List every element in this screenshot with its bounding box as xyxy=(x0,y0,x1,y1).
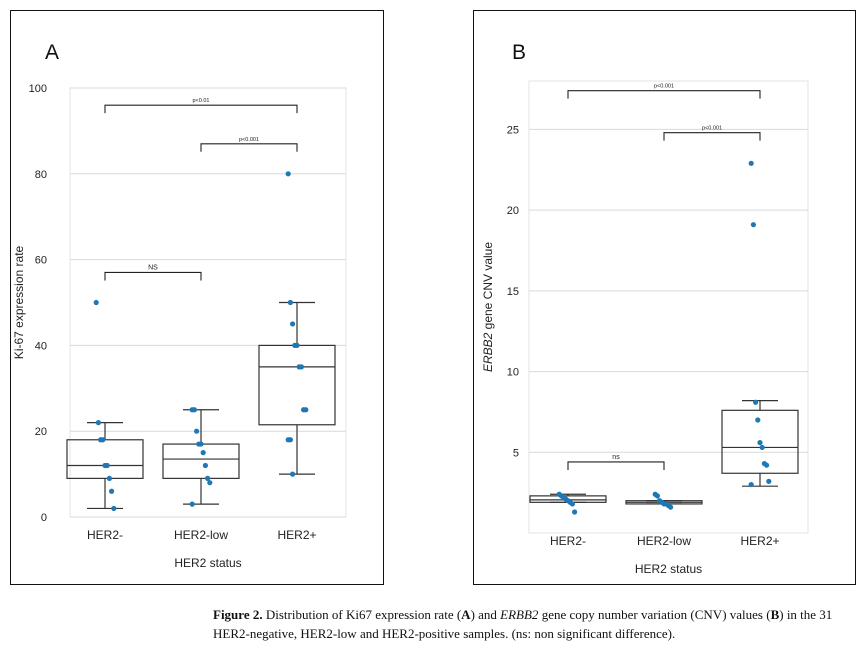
data-point-a xyxy=(109,488,115,494)
significance-bracket-a xyxy=(104,104,298,114)
data-point-a xyxy=(294,342,300,348)
data-point-b xyxy=(755,417,761,423)
category-label-b: HER2+ xyxy=(740,534,779,548)
data-point-a xyxy=(93,299,99,306)
panel-b: 5 10 15 20 25 B ERBB2 gene CNV value HER2 statu… xyxy=(473,10,856,585)
significance-bracket-b xyxy=(567,90,761,99)
caption-part4: ) in the 31 HER2-negative, HER2-low and … xyxy=(213,607,833,641)
data-point-a xyxy=(205,475,211,481)
data-point-a xyxy=(194,428,200,434)
category-label-a: HER2+ xyxy=(277,528,316,542)
data-point-b xyxy=(759,444,765,451)
data-point-b xyxy=(668,504,674,510)
category-label-a: HER2- xyxy=(87,528,123,542)
panel-label-a: A xyxy=(45,41,59,64)
caption-part2: ) and xyxy=(470,607,501,622)
data-point-a xyxy=(100,437,106,443)
data-point-a xyxy=(191,407,197,413)
box-b xyxy=(721,409,799,474)
y-tick-label-b: 25 xyxy=(507,124,519,136)
data-point-a xyxy=(290,321,296,327)
data-point-a xyxy=(104,462,110,469)
y-tick-label-a: 20 xyxy=(35,426,47,438)
y-tick-label-b: 15 xyxy=(507,286,519,298)
significance-label-a: p<0.01 xyxy=(193,98,210,104)
caption-panel-a: A xyxy=(461,607,471,622)
y-axis-title-text-b: gene CNV value xyxy=(481,242,495,333)
y-axis-title-gene-b: ERBB2 xyxy=(481,332,495,372)
y-axis-title-a: Ki-67 expression rate xyxy=(12,245,26,359)
significance-bracket-b xyxy=(567,461,665,470)
data-point-b xyxy=(569,501,575,507)
y-axis-title-b: ERBB2 gene CNV value xyxy=(481,242,495,372)
caption-gene: ERBB2 xyxy=(500,607,539,622)
y-tick-label-a: 40 xyxy=(35,340,47,352)
box-a xyxy=(66,439,144,479)
panel-a: 0 20 40 60 80 100 A Ki-67 expression rate HER2 s… xyxy=(10,10,384,585)
significance-bracket-b xyxy=(663,132,761,141)
significance-label-b: p<0.001 xyxy=(654,84,674,90)
significance-bracket-a xyxy=(200,143,298,152)
data-point-a xyxy=(202,462,208,469)
y-tick-label-b: 10 xyxy=(507,367,519,379)
data-point-a xyxy=(95,420,101,426)
data-point-b xyxy=(750,222,756,228)
data-point-a xyxy=(200,450,206,456)
data-point-b xyxy=(766,478,772,484)
chart-a: 0 20 40 60 80 100 A Ki-67 expression rate HER2 s… xyxy=(12,41,347,570)
significance-label-b: ns xyxy=(612,454,620,461)
data-point-b xyxy=(572,509,578,515)
data-point-a xyxy=(198,441,204,447)
significance-label-a: p<0.001 xyxy=(239,137,259,143)
category-label-b: HER2- xyxy=(550,534,586,548)
data-point-a xyxy=(189,501,195,507)
plot-area-b xyxy=(528,80,809,534)
figure-caption: Figure 2. Distribution of Ki67 expressio… xyxy=(213,605,858,643)
box-a xyxy=(162,443,240,479)
data-point-a xyxy=(106,475,112,481)
data-point-a xyxy=(290,471,296,477)
y-tick-label-b: 5 xyxy=(513,447,519,459)
significance-label-b: p<0.001 xyxy=(702,126,722,132)
data-point-a xyxy=(285,171,291,177)
data-point-a xyxy=(111,505,117,512)
significance-label-a: NS xyxy=(148,264,158,271)
caption-figure-label: Figure 2. xyxy=(213,607,263,622)
y-tick-label-a: 60 xyxy=(35,255,47,267)
data-point-a xyxy=(298,364,304,370)
y-tick-label-a: 100 xyxy=(29,83,47,95)
data-point-a xyxy=(207,480,213,486)
significance-bracket-a xyxy=(104,271,202,281)
x-axis-title-b: HER2 status xyxy=(635,562,702,576)
data-point-b xyxy=(654,493,660,499)
data-point-b xyxy=(748,160,754,166)
category-label-a: HER2-low xyxy=(174,528,228,542)
data-point-b xyxy=(748,481,754,488)
data-point-b xyxy=(753,399,759,405)
panel-label-b: B xyxy=(512,41,526,64)
y-tick-label-b: 20 xyxy=(507,205,519,217)
caption-part3: gene copy number variation (CNV) values … xyxy=(538,607,771,622)
caption-part1: Distribution of Ki67 expression rate ( xyxy=(262,607,462,622)
y-tick-label-a: 0 xyxy=(41,512,47,524)
caption-panel-b: B xyxy=(770,607,780,622)
category-label-b: HER2-low xyxy=(637,534,691,548)
box-a xyxy=(258,344,336,426)
data-point-a xyxy=(303,407,309,413)
data-point-b xyxy=(764,462,770,468)
data-point-b xyxy=(757,440,763,446)
y-axis-title-text-a: Ki-67 expression rate xyxy=(12,245,26,359)
chart-b: 5 10 15 20 25 B ERBB2 gene CNV value HER2 statu… xyxy=(481,41,809,576)
x-axis-title-a: HER2 status xyxy=(174,556,241,570)
data-point-a xyxy=(287,437,293,443)
y-tick-label-a: 80 xyxy=(35,169,47,181)
data-point-a xyxy=(287,299,293,306)
